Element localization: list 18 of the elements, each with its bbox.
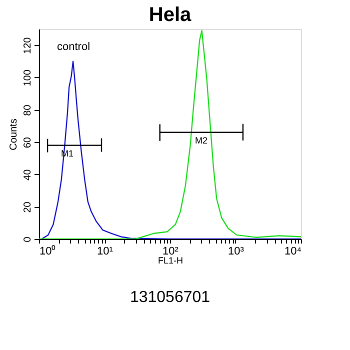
y-tick-label: 20 [22,201,34,213]
y-tick-label: 100 [22,69,34,86]
y-axis-title: Counts [8,118,20,150]
y-tick-label: 40 [22,168,34,180]
y-tick-label: 0 [22,236,34,242]
x-tick-label: 10⁴ [284,246,302,258]
y-tick-label: 80 [22,104,34,116]
y-tick-label: 120 [22,36,34,54]
chart-title: Hela [148,4,192,26]
x-tick-label: 10² [162,246,179,258]
annotation: control [57,41,90,53]
text: 131056701 [130,289,210,306]
x-tick-label: 10¹ [97,246,114,258]
annotation: M2 [194,135,208,146]
x-tick-label: 10⁰ [40,244,56,258]
x-axis-title: FL1-H [158,256,184,266]
y-tick-label: 60 [22,136,34,148]
x-tick-label: 10³ [228,246,244,258]
